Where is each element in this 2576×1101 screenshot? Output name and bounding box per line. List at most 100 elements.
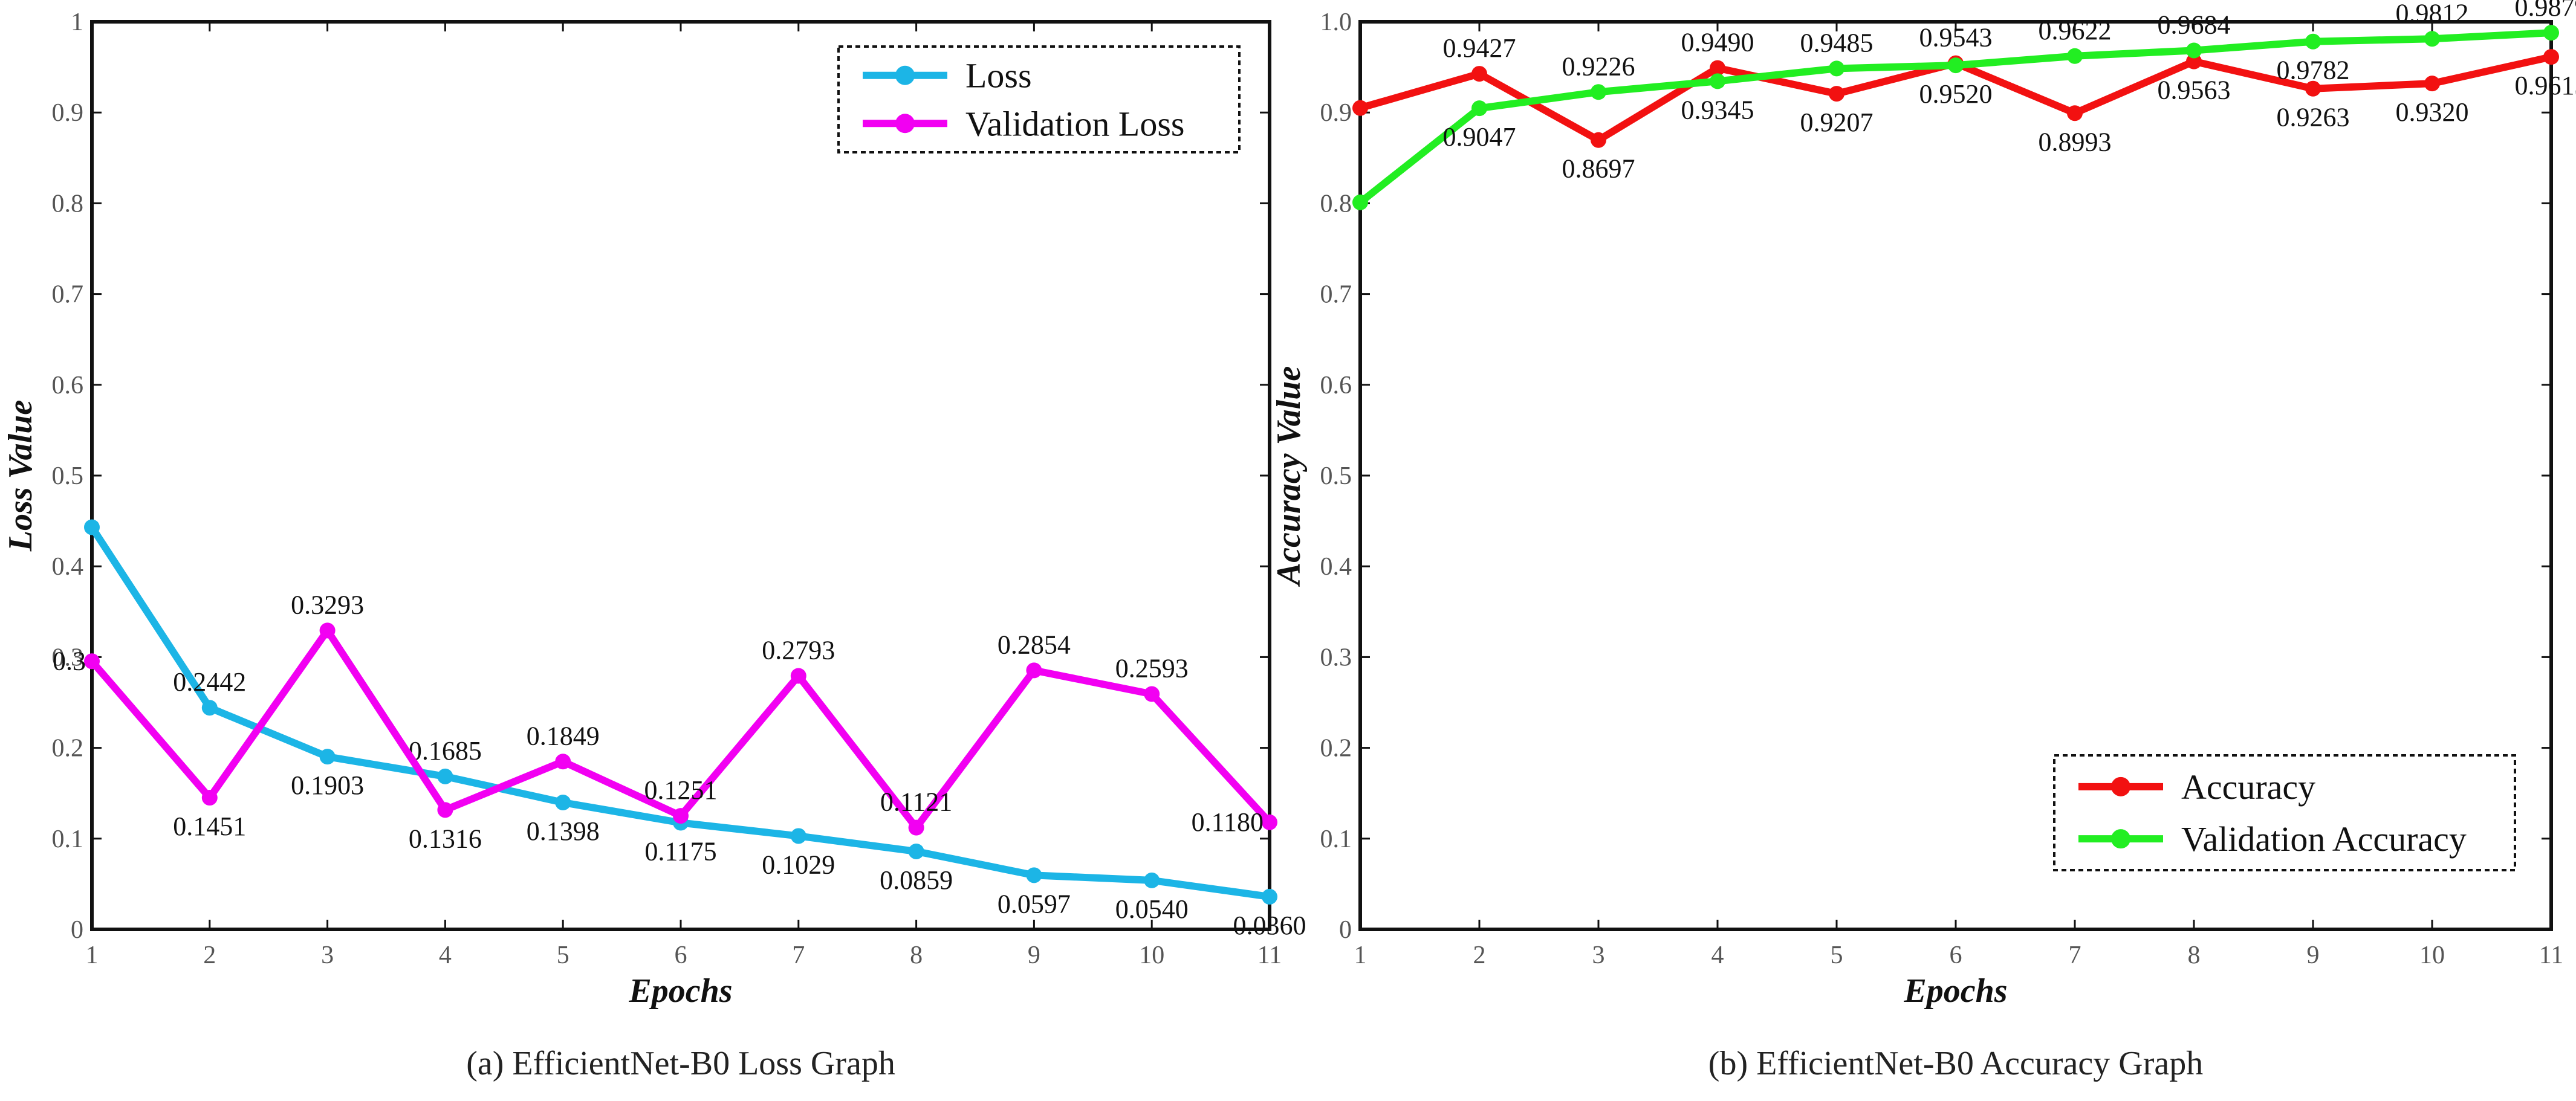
x-tick-label: 5 bbox=[1831, 941, 1843, 969]
data-label: 0.1849 bbox=[527, 721, 600, 751]
y-tick-label: 0.3 bbox=[1320, 644, 1352, 671]
data-point bbox=[2305, 33, 2321, 50]
x-tick-label: 2 bbox=[1473, 941, 1486, 969]
data-point bbox=[2424, 76, 2440, 92]
x-tick-label: 9 bbox=[2307, 941, 2320, 969]
x-tick-label: 4 bbox=[1711, 941, 1724, 969]
chart-caption: (b) EfficientNet-B0 Accuracy Graph bbox=[1708, 1045, 2203, 1082]
x-tick-label: 3 bbox=[321, 941, 334, 969]
data-label: 0.3293 bbox=[291, 590, 364, 619]
data-label: 0.0360 bbox=[1233, 911, 1306, 940]
loss-chart: 00.10.20.30.40.50.60.70.80.911 2 3 4 5 6 7 8 9 10… bbox=[2, 8, 1306, 1082]
y-tick-label: 0.4 bbox=[1320, 553, 1352, 581]
data-point bbox=[1829, 86, 1844, 102]
legend-label: Accuracy bbox=[2181, 767, 2315, 807]
data-label: 0.2793 bbox=[762, 635, 835, 665]
x-tick-label: 8 bbox=[2188, 941, 2201, 969]
data-label: 0.9812 bbox=[2396, 0, 2469, 28]
y-tick-label: 0.7 bbox=[1320, 281, 1352, 309]
y-tick-label: 0.6 bbox=[1320, 372, 1352, 399]
y-tick-label: 1.0 bbox=[1320, 8, 1352, 36]
y-tick-label: 0.8 bbox=[1320, 190, 1352, 218]
data-label: 0.9520 bbox=[1919, 79, 1993, 109]
data-point bbox=[790, 828, 806, 844]
data-label: 0.9207 bbox=[1800, 108, 1874, 137]
y-tick-label: 0.6 bbox=[52, 372, 84, 399]
y-tick-label: 0.7 bbox=[52, 281, 84, 309]
data-label: 0.9622 bbox=[2039, 16, 2112, 45]
x-tick-label: 1 bbox=[86, 941, 99, 969]
x-tick-label: 4 bbox=[439, 941, 452, 969]
data-label: 0.1251 bbox=[644, 775, 718, 805]
data-label: 0.9345 bbox=[1681, 95, 1754, 124]
x-tick-label: 9 bbox=[1028, 941, 1040, 969]
data-label: 0.9543 bbox=[1919, 23, 1993, 53]
legend: Loss Validation Loss bbox=[837, 45, 1241, 153]
x-tick-label: 7 bbox=[2069, 941, 2081, 969]
x-tick-label: 7 bbox=[792, 941, 805, 969]
y-tick-label: 0.9 bbox=[1320, 99, 1352, 127]
data-label: 0.9879 bbox=[2515, 0, 2576, 22]
data-point bbox=[908, 819, 924, 836]
data-point bbox=[2186, 53, 2202, 69]
data-point bbox=[319, 749, 336, 765]
legend-label: Validation Accuracy bbox=[2181, 819, 2467, 859]
x-tick-label: 10 bbox=[2419, 941, 2445, 969]
data-point bbox=[437, 768, 453, 784]
data-label: 0.9047 bbox=[1443, 122, 1516, 152]
y-tick-label: 1 bbox=[71, 8, 83, 36]
data-point bbox=[1026, 867, 1042, 883]
x-axis-label: Epochs bbox=[628, 972, 732, 1010]
data-label: 0.9782 bbox=[2277, 56, 2350, 85]
data-label: 0.2442 bbox=[173, 667, 246, 697]
x-tick-label: 8 bbox=[910, 941, 923, 969]
chart-caption: (a) EfficientNet-B0 Loss Graph bbox=[466, 1045, 895, 1082]
data-point bbox=[1352, 194, 1368, 210]
data-label: 0.9684 bbox=[2158, 10, 2231, 39]
data-label: 0.8993 bbox=[2039, 127, 2112, 157]
y-tick-label: 0 bbox=[71, 916, 83, 944]
data-label: 0.1029 bbox=[762, 850, 835, 879]
data-label: 0.9320 bbox=[2396, 97, 2469, 127]
data-point bbox=[84, 653, 100, 670]
data-label: 0.9563 bbox=[2158, 76, 2231, 105]
data-point bbox=[319, 622, 336, 639]
legend-marker bbox=[2111, 829, 2130, 849]
data-point bbox=[1710, 73, 1725, 89]
data-point bbox=[1591, 132, 1606, 148]
data-point bbox=[1710, 60, 1725, 76]
x-tick-label: 6 bbox=[1950, 941, 1962, 969]
series-validation-accuracy: 0.9047 0.9226 0.9345 0.9485 0.9520 0.9622 0.96… bbox=[1352, 0, 2576, 210]
data-point bbox=[1026, 662, 1042, 679]
data-label: 0.1121 bbox=[880, 787, 952, 817]
data-label: 0.3 bbox=[53, 646, 86, 676]
y-tick-label: 0.9 bbox=[52, 99, 84, 127]
data-point bbox=[790, 668, 806, 684]
data-label: 0.9427 bbox=[1443, 33, 1516, 63]
data-label: 0.9226 bbox=[1562, 51, 1635, 81]
data-label: 0.9263 bbox=[2277, 103, 2350, 132]
data-point bbox=[1471, 66, 1487, 82]
legend-box bbox=[837, 45, 1241, 153]
accuracy-chart: 0 0.1 0.2 0.3 0.4 0.5 0.6 0.7 0.8 0.9 1.0 1 2 3 4 5 6 7 8 9… bbox=[1270, 0, 2576, 1082]
data-label: 0.1175 bbox=[644, 837, 716, 867]
data-label: 0.1903 bbox=[291, 770, 364, 800]
data-point bbox=[201, 790, 218, 806]
data-point bbox=[1144, 872, 1160, 888]
data-label: 0.9485 bbox=[1800, 28, 1874, 57]
y-tick-label: 0.3 bbox=[52, 644, 84, 671]
x-tick-label: 2 bbox=[203, 941, 216, 969]
y-tick-label: 0.1 bbox=[52, 825, 84, 853]
y-tick-label: 0.8 bbox=[52, 190, 84, 218]
legend-label: Loss bbox=[965, 56, 1032, 95]
x-tick-label: 3 bbox=[1592, 941, 1605, 969]
series-validation-loss: 0.3 0.1451 0.3293 0.1316 0.1849 0.1251 0.2793 0… bbox=[53, 590, 1277, 853]
y-tick-label: 0.5 bbox=[1320, 462, 1352, 490]
data-point bbox=[1352, 100, 1368, 116]
y-tick-label: 0 bbox=[1339, 916, 1352, 944]
y-axis-label: Loss Value bbox=[2, 400, 39, 552]
data-point bbox=[84, 519, 100, 535]
legend-label: Validation Loss bbox=[965, 104, 1184, 143]
legend: Accuracy Validation Accuracy bbox=[2053, 754, 2516, 871]
